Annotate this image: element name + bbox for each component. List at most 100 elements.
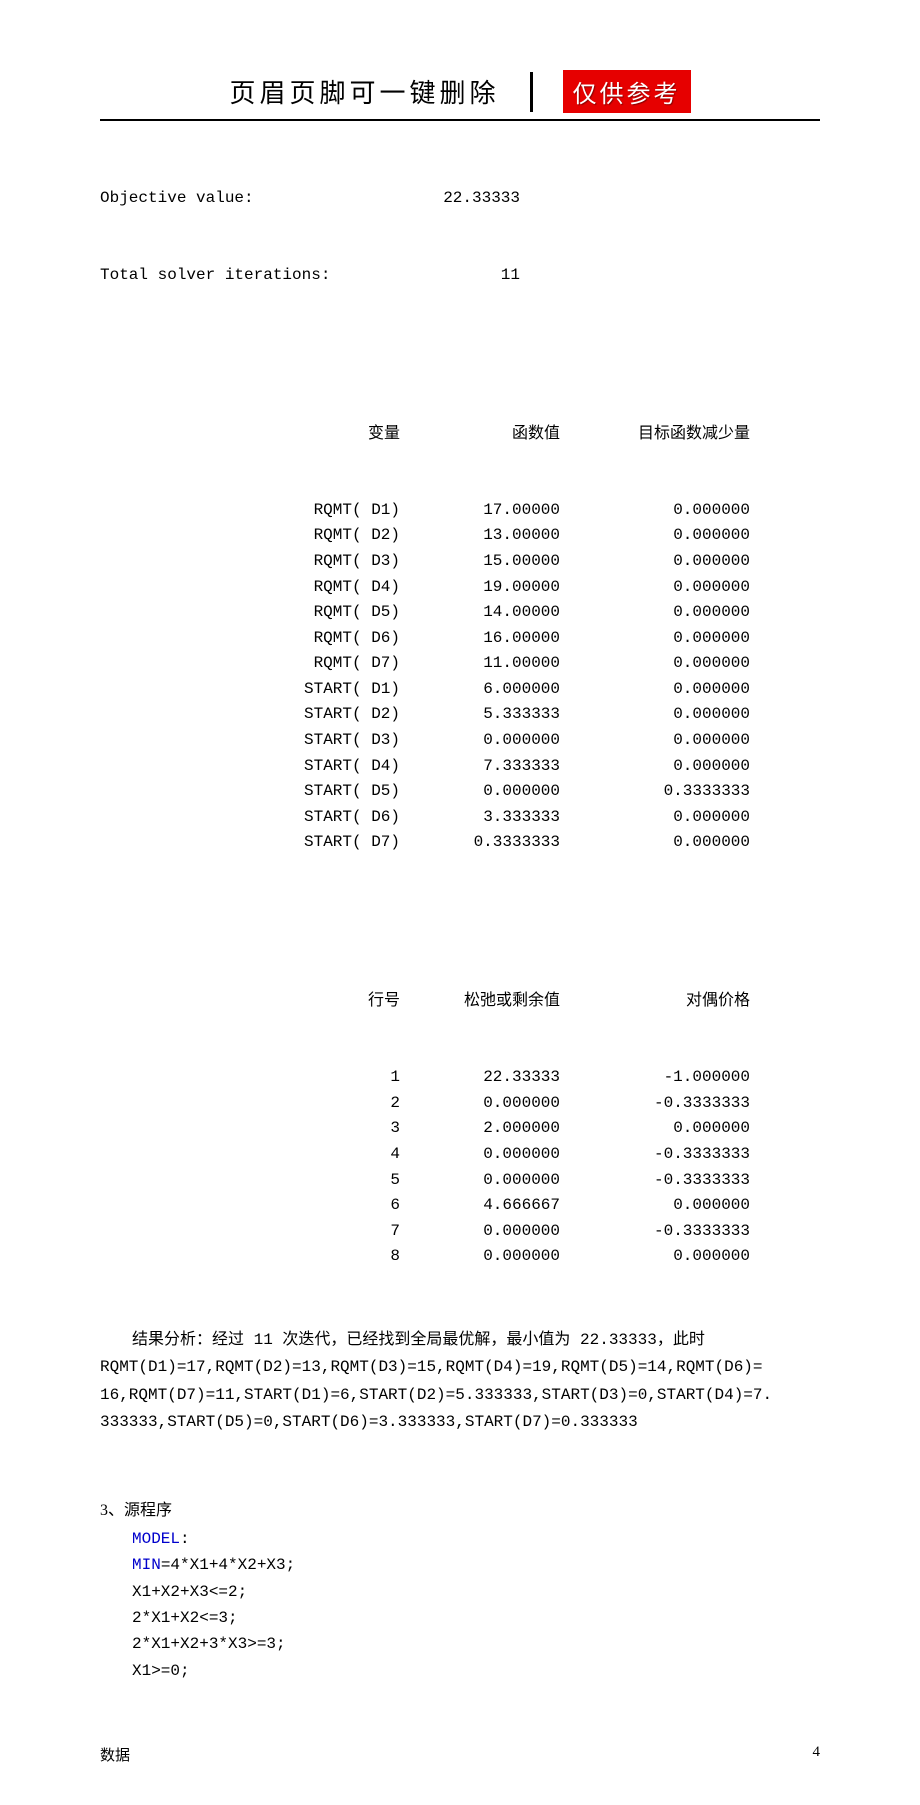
- code-line: 2*X1+X2<=3;: [132, 1605, 820, 1631]
- iterations-label: Total solver iterations:: [100, 263, 380, 289]
- col-reduced: 目标函数减少量: [570, 421, 750, 447]
- rows-header: 行号 松弛或剩余值 对偶价格: [100, 988, 820, 1014]
- table-cell: -0.3333333: [570, 1219, 750, 1245]
- col-variable: 变量: [100, 421, 410, 447]
- table-row: START( D5)0.0000000.3333333: [100, 779, 820, 805]
- table-cell: 0.000000: [410, 1142, 570, 1168]
- table-cell: 0.000000: [570, 702, 750, 728]
- table-row: RQMT( D6)16.000000.000000: [100, 626, 820, 652]
- table-cell: 0.000000: [570, 651, 750, 677]
- table-cell: RQMT( D6): [100, 626, 410, 652]
- col-dual: 对偶价格: [570, 988, 750, 1014]
- col-value: 函数值: [410, 421, 570, 447]
- variables-header: 变量 函数值 目标函数减少量: [100, 421, 820, 447]
- source-code: MODEL: MIN=4*X1+4*X2+X3; X1+X2+X3<=2; 2*…: [100, 1526, 820, 1684]
- header-title: 页眉页脚可一键删除: [229, 73, 499, 110]
- page: 页眉页脚可一键删除 仅供参考 Objective value: 22.33333…: [0, 0, 920, 1805]
- col-row: 行号: [100, 988, 410, 1014]
- analysis-line: 333333,START(D5)=0,START(D6)=3.333333,ST…: [100, 1409, 820, 1436]
- solver-summary: Objective value: 22.33333 Total solver i…: [100, 135, 820, 340]
- table-cell: -0.3333333: [570, 1091, 750, 1117]
- table-row: 50.000000-0.3333333: [100, 1168, 820, 1194]
- table-cell: 11.00000: [410, 651, 570, 677]
- header-divider: [530, 72, 533, 112]
- col-slack: 松弛或剩余值: [410, 988, 570, 1014]
- keyword-model: MODEL: [132, 1530, 180, 1548]
- table-cell: 17.00000: [410, 498, 570, 524]
- table-cell: 14.00000: [410, 600, 570, 626]
- table-cell: START( D7): [100, 830, 410, 856]
- code-text: :: [180, 1530, 190, 1548]
- table-cell: 0.000000: [570, 754, 750, 780]
- table-row: START( D4)7.3333330.000000: [100, 754, 820, 780]
- table-row: 32.0000000.000000: [100, 1116, 820, 1142]
- table-row: 80.0000000.000000: [100, 1244, 820, 1270]
- table-cell: 0.000000: [570, 805, 750, 831]
- table-cell: RQMT( D2): [100, 523, 410, 549]
- table-cell: 3.333333: [410, 805, 570, 831]
- table-cell: 7.333333: [410, 754, 570, 780]
- table-cell: 4: [100, 1142, 410, 1168]
- table-cell: RQMT( D5): [100, 600, 410, 626]
- table-cell: 0.000000: [570, 1244, 750, 1270]
- table-row: RQMT( D7)11.000000.000000: [100, 651, 820, 677]
- table-cell: RQMT( D1): [100, 498, 410, 524]
- header-rule: [100, 119, 820, 121]
- table-row: RQMT( D1)17.000000.000000: [100, 498, 820, 524]
- table-cell: 16.00000: [410, 626, 570, 652]
- table-cell: START( D4): [100, 754, 410, 780]
- table-cell: 5.333333: [410, 702, 570, 728]
- code-line: X1+X2+X3<=2;: [132, 1579, 820, 1605]
- table-cell: 0.000000: [570, 728, 750, 754]
- table-cell: START( D3): [100, 728, 410, 754]
- code-line: X1>=0;: [132, 1658, 820, 1684]
- table-cell: 0.3333333: [570, 779, 750, 805]
- table-cell: 2.000000: [410, 1116, 570, 1142]
- table-cell: 6.000000: [410, 677, 570, 703]
- table-cell: 0.3333333: [410, 830, 570, 856]
- table-cell: 5: [100, 1168, 410, 1194]
- table-cell: 8: [100, 1244, 410, 1270]
- table-row: RQMT( D2)13.000000.000000: [100, 523, 820, 549]
- table-cell: 0.000000: [570, 677, 750, 703]
- table-cell: 0.000000: [570, 549, 750, 575]
- table-cell: 1: [100, 1065, 410, 1091]
- table-cell: 0.000000: [410, 1168, 570, 1194]
- table-cell: 0.000000: [570, 600, 750, 626]
- table-row: RQMT( D5)14.000000.000000: [100, 600, 820, 626]
- table-cell: START( D6): [100, 805, 410, 831]
- reference-badge: 仅供参考: [563, 70, 691, 113]
- table-cell: 13.00000: [410, 523, 570, 549]
- table-cell: 0.000000: [570, 1116, 750, 1142]
- table-row: 40.000000-0.3333333: [100, 1142, 820, 1168]
- footer-left: 数据: [100, 1744, 130, 1765]
- table-cell: 6: [100, 1193, 410, 1219]
- table-cell: 0.000000: [410, 1219, 570, 1245]
- table-cell: 0.000000: [570, 830, 750, 856]
- table-row: START( D2)5.3333330.000000: [100, 702, 820, 728]
- table-cell: -1.000000: [570, 1065, 750, 1091]
- table-row: START( D3)0.0000000.000000: [100, 728, 820, 754]
- code-text: =4*X1+4*X2+X3;: [161, 1556, 295, 1574]
- iterations-value: 11: [380, 263, 520, 289]
- table-cell: START( D5): [100, 779, 410, 805]
- table-cell: 4.666667: [410, 1193, 570, 1219]
- table-cell: 7: [100, 1219, 410, 1245]
- analysis-line: 结果分析：经过 11 次迭代，已经找到全局最优解，最小值为 22.33333，此…: [100, 1327, 820, 1354]
- table-cell: 3: [100, 1116, 410, 1142]
- keyword-min: MIN: [132, 1556, 161, 1574]
- table-cell: 22.33333: [410, 1065, 570, 1091]
- table-cell: 0.000000: [570, 575, 750, 601]
- analysis-line: 16,RQMT(D7)=11,START(D1)=6,START(D2)=5.3…: [100, 1382, 820, 1409]
- table-cell: START( D2): [100, 702, 410, 728]
- variables-table: 变量 函数值 目标函数减少量 RQMT( D1)17.000000.000000…: [100, 370, 820, 907]
- table-cell: 0.000000: [410, 728, 570, 754]
- table-row: 122.33333-1.000000: [100, 1065, 820, 1091]
- table-cell: START( D1): [100, 677, 410, 703]
- section-3-title: 3、源程序: [100, 1496, 820, 1520]
- objective-value: 22.33333: [380, 186, 520, 212]
- table-cell: RQMT( D3): [100, 549, 410, 575]
- table-row: RQMT( D3)15.000000.000000: [100, 549, 820, 575]
- table-cell: 0.000000: [410, 1244, 570, 1270]
- page-footer: 数据 4: [100, 1744, 820, 1765]
